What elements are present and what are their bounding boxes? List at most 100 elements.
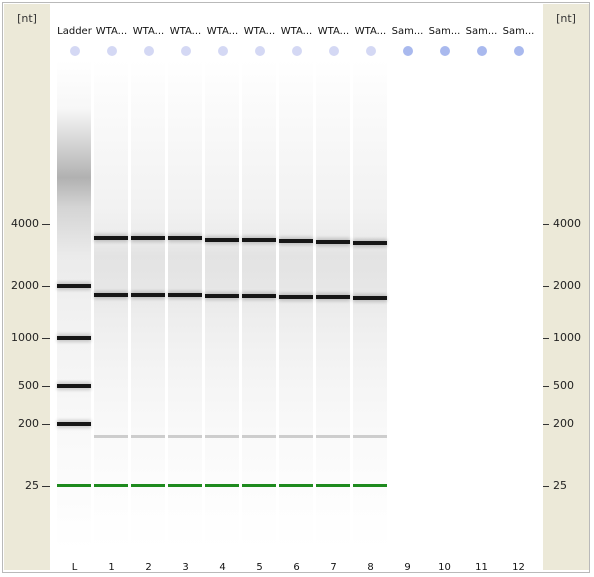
lower-marker-band: [316, 484, 350, 487]
lane-footer: 4: [219, 562, 226, 573]
lower-marker-band: [57, 484, 91, 487]
right-size-axis: [nt]: [543, 4, 589, 570]
lower-marker-band: [205, 484, 239, 487]
band-28s: [316, 240, 350, 244]
lane-status-dot[interactable]: [440, 46, 450, 56]
right-axis-unit: [nt]: [556, 12, 576, 25]
band-small-rna: [205, 435, 239, 438]
lane-1[interactable]: [94, 60, 128, 550]
band-28s: [131, 236, 165, 240]
ladder-band-2000: [57, 284, 91, 288]
lane-footer: L: [71, 562, 78, 573]
band-small-rna: [94, 435, 128, 438]
right-tick-500: 500: [543, 379, 589, 393]
band-small-rna: [242, 435, 276, 438]
lane-7[interactable]: [316, 60, 350, 550]
band-18s: [353, 296, 387, 300]
band-28s: [279, 239, 313, 243]
lane-footer: 1: [108, 562, 115, 573]
right-tick-4000: 4000: [543, 217, 589, 231]
lower-marker-band: [94, 484, 128, 487]
lane-header[interactable]: WTA...: [280, 26, 313, 37]
lane-status-dot[interactable]: [366, 46, 376, 56]
lane-footer: 8: [367, 562, 374, 573]
ladder-band-200: [57, 422, 91, 426]
lane-header[interactable]: WTA...: [206, 26, 239, 37]
lane-header[interactable]: Sam...: [428, 26, 461, 37]
band-28s: [242, 238, 276, 242]
lane-status-dot[interactable]: [403, 46, 413, 56]
left-tick-2000: 2000: [4, 279, 50, 293]
lower-marker-band: [353, 484, 387, 487]
band-small-rna: [168, 435, 202, 438]
lane-header[interactable]: WTA...: [132, 26, 165, 37]
lane-status-dot[interactable]: [107, 46, 117, 56]
band-18s: [94, 293, 128, 297]
band-18s: [131, 293, 165, 297]
lane-header[interactable]: Sam...: [391, 26, 424, 37]
lane-footer: 5: [256, 562, 263, 573]
lower-marker-band: [131, 484, 165, 487]
right-tick-1000: 1000: [543, 331, 589, 345]
band-28s: [205, 238, 239, 242]
lower-marker-band: [279, 484, 313, 487]
right-tick-200: 200: [543, 417, 589, 431]
lane-ladder[interactable]: [57, 60, 91, 550]
lane-header[interactable]: Sam...: [502, 26, 535, 37]
lane-header[interactable]: WTA...: [317, 26, 350, 37]
lane-footer: 7: [330, 562, 337, 573]
band-18s: [316, 295, 350, 299]
ladder-band-1000: [57, 336, 91, 340]
lane-footer: 12: [512, 562, 525, 573]
band-18s: [242, 294, 276, 298]
lane-status-dot[interactable]: [292, 46, 302, 56]
lane-footer: 2: [145, 562, 152, 573]
band-28s: [353, 241, 387, 245]
lane-footer: 6: [293, 562, 300, 573]
left-tick-200: 200: [4, 417, 50, 431]
lane-footer: 11: [475, 562, 488, 573]
band-18s: [279, 295, 313, 299]
band-28s: [168, 236, 202, 240]
lane-header[interactable]: WTA...: [243, 26, 276, 37]
lane-3[interactable]: [168, 60, 202, 550]
lane-status-dot[interactable]: [70, 46, 80, 56]
band-small-rna: [353, 435, 387, 438]
lane-status-dot[interactable]: [144, 46, 154, 56]
lane-status-dot[interactable]: [514, 46, 524, 56]
lane-5[interactable]: [242, 60, 276, 550]
lane-6[interactable]: [279, 60, 313, 550]
lane-header[interactable]: Sam...: [465, 26, 498, 37]
lane-footer: 10: [438, 562, 451, 573]
lane-status-dot[interactable]: [477, 46, 487, 56]
right-tick-25: 25: [543, 479, 589, 493]
gel-lanes-area: Ladder L WTA... 1 WTA... 2 WTA... 3 WTA.…: [50, 4, 543, 573]
lane-2[interactable]: [131, 60, 165, 550]
lane-footer: 3: [182, 562, 189, 573]
right-tick-2000: 2000: [543, 279, 589, 293]
lane-header-ladder[interactable]: Ladder: [57, 26, 92, 37]
left-size-axis: [nt]: [4, 4, 50, 570]
left-tick-4000: 4000: [4, 217, 50, 231]
band-18s: [168, 293, 202, 297]
lane-header[interactable]: WTA...: [95, 26, 128, 37]
lane-status-dot[interactable]: [329, 46, 339, 56]
left-axis-unit: [nt]: [17, 12, 37, 25]
band-18s: [205, 294, 239, 298]
lane-8[interactable]: [353, 60, 387, 550]
lane-status-dot[interactable]: [181, 46, 191, 56]
lane-status-dot[interactable]: [255, 46, 265, 56]
band-small-rna: [316, 435, 350, 438]
lane-status-dot[interactable]: [218, 46, 228, 56]
band-28s: [94, 236, 128, 240]
left-tick-25: 25: [4, 479, 50, 493]
left-tick-1000: 1000: [4, 331, 50, 345]
lower-marker-band: [168, 484, 202, 487]
band-small-rna: [131, 435, 165, 438]
lane-footer: 9: [404, 562, 411, 573]
lane-4[interactable]: [205, 60, 239, 550]
left-tick-500: 500: [4, 379, 50, 393]
lane-header[interactable]: WTA...: [169, 26, 202, 37]
band-small-rna: [279, 435, 313, 438]
lane-header[interactable]: WTA...: [354, 26, 387, 37]
